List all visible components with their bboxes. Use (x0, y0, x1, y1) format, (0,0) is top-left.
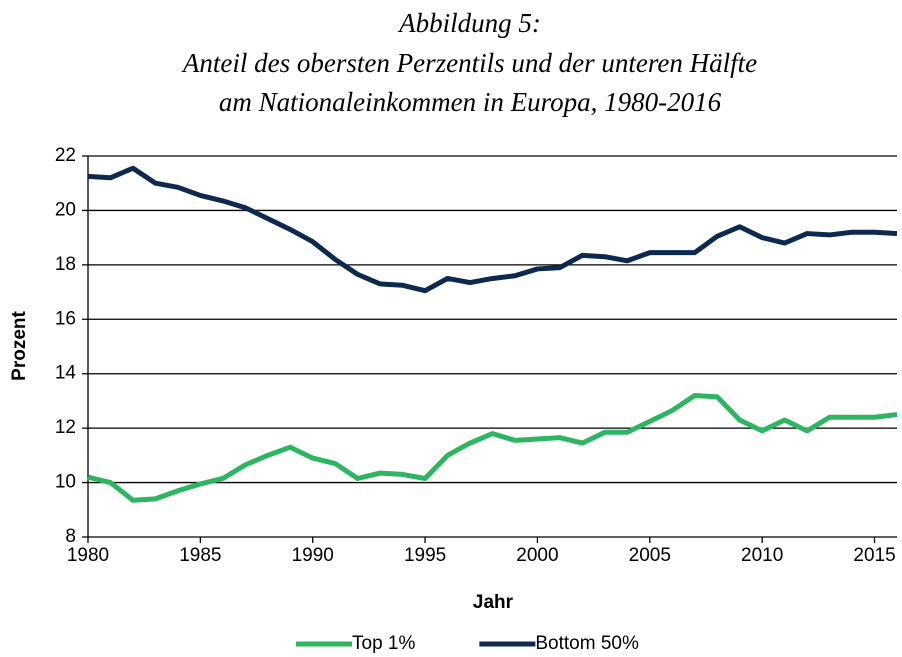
legend-label: Bottom 50% (535, 633, 639, 654)
x-tick-label: 2010 (741, 545, 783, 566)
x-axis-title: Jahr (473, 592, 514, 613)
y-tick-label: 18 (55, 254, 76, 275)
y-tick-label: 16 (55, 308, 76, 329)
x-tick-label: 1995 (404, 545, 446, 566)
series-line (87, 165, 898, 294)
legend-label: Top 1% (352, 633, 415, 654)
y-tick-label: 8 (65, 526, 76, 547)
series-line (87, 392, 898, 503)
y-tick-label: 14 (55, 363, 77, 384)
x-tick-label: 1980 (67, 545, 109, 566)
x-tick-label: 2015 (853, 545, 895, 566)
x-tick-label: 2000 (516, 545, 558, 566)
x-tick-label: 2005 (629, 545, 671, 566)
y-tick-label: 20 (55, 199, 76, 220)
y-axis-title: Prozent (9, 310, 30, 380)
x-tick-label: 1990 (292, 545, 334, 566)
chart-title: Abbildung 5: (397, 8, 541, 38)
y-tick-label: 10 (55, 472, 76, 493)
chart-title: am Nationaleinkommen in Europa, 1980-201… (219, 87, 722, 117)
x-tick-label: 1985 (179, 545, 221, 566)
y-tick-label: 12 (55, 417, 76, 438)
chart-title: Anteil des obersten Perzentils und der u… (181, 48, 757, 78)
y-tick-label: 22 (55, 145, 76, 166)
